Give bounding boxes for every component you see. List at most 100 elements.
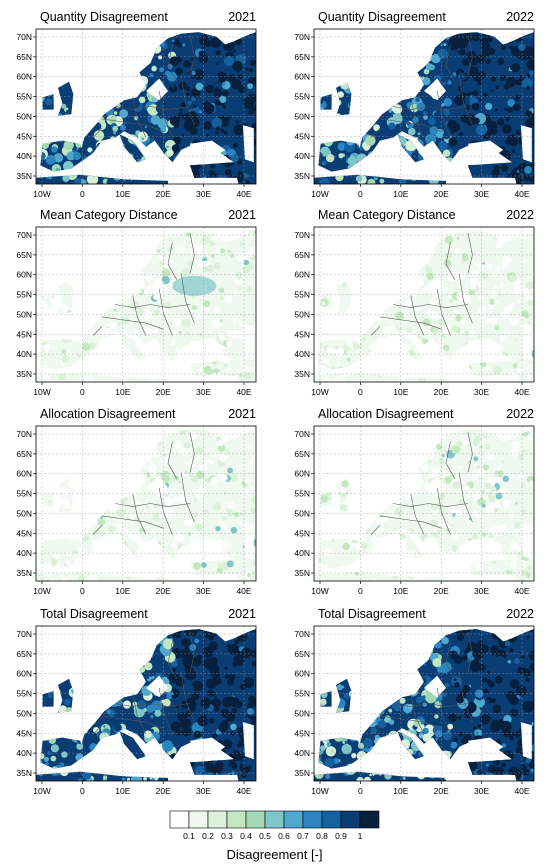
- panel-title: Mean Category Distance: [318, 208, 456, 222]
- lon-tick-label: 20E: [434, 189, 449, 199]
- panel-year: 2022: [506, 10, 534, 24]
- lat-tick-label: 40N: [294, 548, 310, 558]
- colorbar-swatch: [340, 810, 361, 829]
- panel-title: Quantity Disagreement: [318, 10, 446, 24]
- panel-year: 2022: [506, 208, 534, 222]
- lon-tick-label: 30E: [196, 387, 211, 397]
- map-panel: Total Disagreement 2021 70N 65N 60N 55N 50N 45N…: [16, 607, 257, 796]
- country-border: [411, 97, 424, 137]
- lon-tick-label: 10E: [115, 189, 130, 199]
- lon-tick-label: 20E: [156, 586, 171, 596]
- lat-tick-label: 70N: [16, 429, 32, 439]
- lon-tick-label: 40E: [236, 189, 251, 199]
- lat-tick-label: 35N: [16, 171, 32, 181]
- inland-sea: [146, 78, 254, 163]
- lon-tick-label: 10W: [33, 786, 50, 796]
- lon-tick-label: 30E: [474, 786, 489, 796]
- lat-tick-label: 60N: [16, 270, 32, 280]
- country-border: [93, 525, 102, 534]
- lon-tick-label: 0: [358, 786, 363, 796]
- colorbar-tick-label: 0.6: [278, 831, 290, 841]
- lat-tick-label: 60N: [294, 669, 310, 679]
- country-border: [393, 107, 468, 110]
- country-border: [459, 673, 472, 723]
- country-border: [371, 525, 380, 534]
- country-border: [115, 504, 190, 507]
- lat-tick-label: 60N: [16, 72, 32, 82]
- lon-tick-label: 0: [358, 387, 363, 397]
- map-panel: Allocation Disagreement 2021 70N 65N 60N 55N 5…: [16, 407, 257, 596]
- lon-tick-label: 10W: [33, 586, 50, 596]
- lat-tick-label: 45N: [294, 728, 310, 738]
- lon-tick-label: 10W: [311, 786, 328, 796]
- panel-year: 2021: [228, 208, 256, 222]
- map-frame: [313, 226, 535, 383]
- lon-tick-label: 40E: [514, 387, 529, 397]
- country-border: [190, 233, 194, 273]
- lat-tick-label: 50N: [16, 508, 32, 518]
- lat-tick-label: 45N: [16, 329, 32, 339]
- lat-tick-label: 55N: [16, 689, 32, 699]
- country-border: [411, 295, 424, 335]
- lon-tick-label: 40E: [514, 189, 529, 199]
- country-border: [437, 688, 450, 735]
- lat-tick-label: 50N: [294, 111, 310, 121]
- country-border: [393, 704, 468, 707]
- lat-tick-label: 70N: [16, 629, 32, 639]
- country-border: [133, 295, 146, 335]
- lon-tick-label: 10E: [393, 586, 408, 596]
- coastline: [314, 429, 534, 581]
- map-frame: [35, 226, 257, 383]
- lon-tick-label: 30E: [474, 586, 489, 596]
- country-border: [159, 91, 172, 138]
- lat-tick-label: 70N: [16, 32, 32, 42]
- lon-tick-label: 10W: [311, 387, 328, 397]
- country-border: [190, 632, 194, 672]
- lat-tick-label: 70N: [294, 629, 310, 639]
- panel-title: Allocation Disagreement: [40, 407, 176, 421]
- inland-sea: [424, 675, 532, 760]
- country-border: [437, 488, 450, 535]
- lat-tick-label: 45N: [16, 728, 32, 738]
- panel-year: 2021: [228, 10, 256, 24]
- country-border: [393, 305, 468, 308]
- colorbar-swatch: [283, 810, 304, 829]
- panel-title: Allocation Disagreement: [318, 407, 454, 421]
- lat-tick-label: 55N: [294, 92, 310, 102]
- colorbar-tick-label: 0.5: [259, 831, 271, 841]
- coastline: [36, 32, 256, 184]
- colorbar-swatch: [188, 810, 209, 829]
- lon-tick-label: 40E: [236, 586, 251, 596]
- lon-tick-label: 10W: [311, 586, 328, 596]
- country-border: [190, 35, 194, 75]
- lat-tick-label: 35N: [16, 369, 32, 379]
- lon-tick-label: 30E: [196, 786, 211, 796]
- country-border: [468, 632, 472, 672]
- lat-tick-label: 55N: [294, 290, 310, 300]
- country-border: [93, 725, 102, 734]
- lon-tick-label: 10E: [393, 387, 408, 397]
- lat-tick-label: 35N: [294, 768, 310, 778]
- country-border: [181, 473, 194, 523]
- lat-tick-label: 55N: [294, 489, 310, 499]
- lon-tick-label: 40E: [236, 786, 251, 796]
- country-border: [159, 289, 172, 336]
- lat-tick-label: 70N: [294, 32, 310, 42]
- lon-tick-label: 20E: [156, 786, 171, 796]
- panel-title: Quantity Disagreement: [40, 10, 168, 24]
- country-border: [380, 516, 442, 528]
- panel-year: 2021: [228, 407, 256, 421]
- country-border: [133, 97, 146, 137]
- lon-tick-label: 0: [80, 586, 85, 596]
- lon-tick-label: 40E: [236, 387, 251, 397]
- country-border: [102, 119, 164, 131]
- country-border: [102, 516, 164, 528]
- lat-tick-label: 70N: [294, 230, 310, 240]
- lat-tick-label: 65N: [16, 449, 32, 459]
- lon-tick-label: 20E: [434, 387, 449, 397]
- lat-tick-label: 35N: [294, 568, 310, 578]
- map-frame: [35, 28, 257, 185]
- country-border: [468, 35, 472, 75]
- lat-tick-label: 60N: [294, 72, 310, 82]
- country-border: [437, 289, 450, 336]
